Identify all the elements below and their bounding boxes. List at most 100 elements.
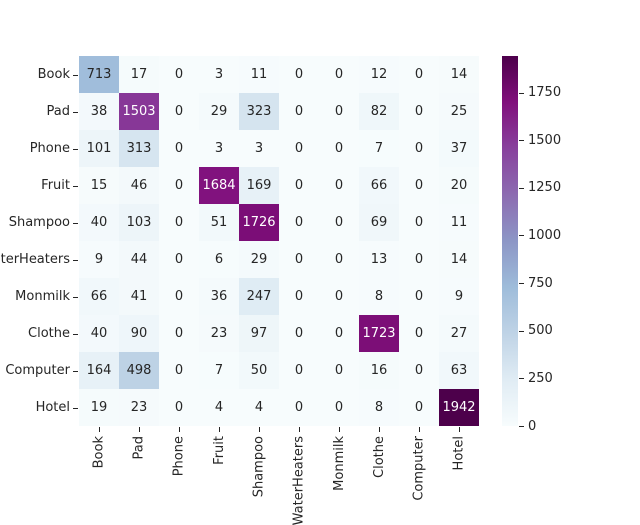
heatmap-cell: 0 <box>279 389 319 426</box>
y-tick-label: Book <box>37 67 70 82</box>
heatmap-cell: 0 <box>319 315 359 352</box>
x-tick-mark <box>139 427 140 432</box>
heatmap-cell: 313 <box>119 130 159 167</box>
heatmap-cell: 0 <box>279 352 319 389</box>
heatmap-cell: 8 <box>359 278 399 315</box>
y-tick-mark <box>73 185 78 187</box>
heatmap-cell: 23 <box>199 315 239 352</box>
x-tick-mark <box>459 427 460 432</box>
heatmap-cell: 46 <box>119 167 159 204</box>
heatmap-cell: 6 <box>199 241 239 278</box>
heatmap-cell: 0 <box>279 93 319 130</box>
y-tick-label: Phone <box>29 141 70 156</box>
x-tick-label: WaterHeaters <box>291 436 307 525</box>
heatmap-cell: 0 <box>399 241 439 278</box>
y-tick-mark <box>73 407 78 409</box>
heatmap-cell: 3 <box>199 56 239 93</box>
heatmap-cell: 41 <box>119 278 159 315</box>
colorbar-gradient <box>502 56 518 426</box>
colorbar-tick-label: 1750 <box>528 85 562 101</box>
heatmap-cell: 3 <box>239 130 279 167</box>
heatmap-cell: 0 <box>399 130 439 167</box>
heatmap-cell: 69 <box>359 204 399 241</box>
heatmap-cell: 0 <box>319 167 359 204</box>
heatmap-cell: 63 <box>439 352 479 389</box>
x-tick-mark <box>419 427 420 432</box>
x-tick-label: Shampoo <box>251 436 267 498</box>
heatmap-cell: 44 <box>119 241 159 278</box>
heatmap-cell: 0 <box>159 167 199 204</box>
heatmap-cell: 247 <box>239 278 279 315</box>
heatmap-cell: 0 <box>279 130 319 167</box>
heatmap-cell: 12 <box>359 56 399 93</box>
x-tick-label: Hotel <box>451 436 467 471</box>
colorbar-tick-mark <box>519 330 524 332</box>
heatmap-cell: 7 <box>359 130 399 167</box>
heatmap-cell: 0 <box>399 204 439 241</box>
heatmap-cell: 0 <box>279 315 319 352</box>
heatmap-cell: 97 <box>239 315 279 352</box>
heatmap-cell: 4 <box>239 389 279 426</box>
heatmap-cell: 3 <box>199 130 239 167</box>
heatmap-cell: 15 <box>79 167 119 204</box>
heatmap-cell: 0 <box>279 278 319 315</box>
x-tick-mark <box>339 427 340 432</box>
heatmap-cell: 23 <box>119 389 159 426</box>
y-tick-mark <box>73 333 78 335</box>
heatmap-grid: 713 17 0 3 11 0 0 12 0 14 38 1503 0 29 323 0 0 82 0 25 101 31… <box>79 56 479 426</box>
colorbar-tick-mark <box>519 426 524 427</box>
heatmap-cell: 164 <box>79 352 119 389</box>
heatmap-cell: 66 <box>359 167 399 204</box>
heatmap-cell: 1503 <box>119 93 159 130</box>
y-tick-mark <box>73 74 78 76</box>
x-tick-mark <box>299 427 300 432</box>
heatmap-cell: 13 <box>359 241 399 278</box>
y-tick-mark <box>73 370 78 372</box>
colorbar-tick-label: 500 <box>528 323 553 339</box>
x-tick-label: Clothe <box>371 436 387 478</box>
heatmap-cell: 0 <box>399 167 439 204</box>
heatmap-cell: 0 <box>159 389 199 426</box>
heatmap-cell: 0 <box>319 389 359 426</box>
heatmap-cell: 0 <box>159 56 199 93</box>
heatmap-cell: 101 <box>79 130 119 167</box>
heatmap-cell: 11 <box>239 56 279 93</box>
heatmap-cell: 0 <box>159 130 199 167</box>
x-tick-label: Fruit <box>211 436 227 465</box>
heatmap-cell: 0 <box>319 352 359 389</box>
heatmap-cell: 1684 <box>199 167 239 204</box>
heatmap-cell: 9 <box>439 278 479 315</box>
heatmap-cell: 0 <box>319 56 359 93</box>
heatmap-cell: 82 <box>359 93 399 130</box>
heatmap-cell: 14 <box>439 241 479 278</box>
y-tick-label: Clothe <box>28 326 70 341</box>
y-tick-mark <box>73 259 78 261</box>
heatmap-cell: 0 <box>279 204 319 241</box>
colorbar-tick-label: 1500 <box>528 132 562 148</box>
heatmap-cell: 40 <box>79 204 119 241</box>
y-tick-label: Pad <box>46 104 70 119</box>
colorbar-tick-mark <box>519 378 524 380</box>
y-tick-label: Hotel <box>35 400 70 415</box>
heatmap-cell: 713 <box>79 56 119 93</box>
heatmap-cell: 169 <box>239 167 279 204</box>
heatmap-cell: 51 <box>199 204 239 241</box>
x-tick-label: Pad <box>131 436 147 460</box>
heatmap-cell: 0 <box>399 93 439 130</box>
heatmap-cell: 0 <box>399 389 439 426</box>
heatmap-cell: 0 <box>399 352 439 389</box>
y-tick-mark <box>73 222 78 224</box>
heatmap-cell: 40 <box>79 315 119 352</box>
heatmap-cell: 0 <box>399 56 439 93</box>
heatmap-cell: 0 <box>159 352 199 389</box>
colorbar-tick-mark <box>519 140 524 142</box>
heatmap-cell: 29 <box>239 241 279 278</box>
heatmap-cell: 29 <box>199 93 239 130</box>
y-tick-label: Monmilk <box>15 289 70 304</box>
heatmap-cell: 1726 <box>239 204 279 241</box>
heatmap-cell: 0 <box>279 56 319 93</box>
heatmap-cell: 0 <box>159 315 199 352</box>
heatmap-cell: 17 <box>119 56 159 93</box>
heatmap-cell: 36 <box>199 278 239 315</box>
heatmap-cell: 9 <box>79 241 119 278</box>
